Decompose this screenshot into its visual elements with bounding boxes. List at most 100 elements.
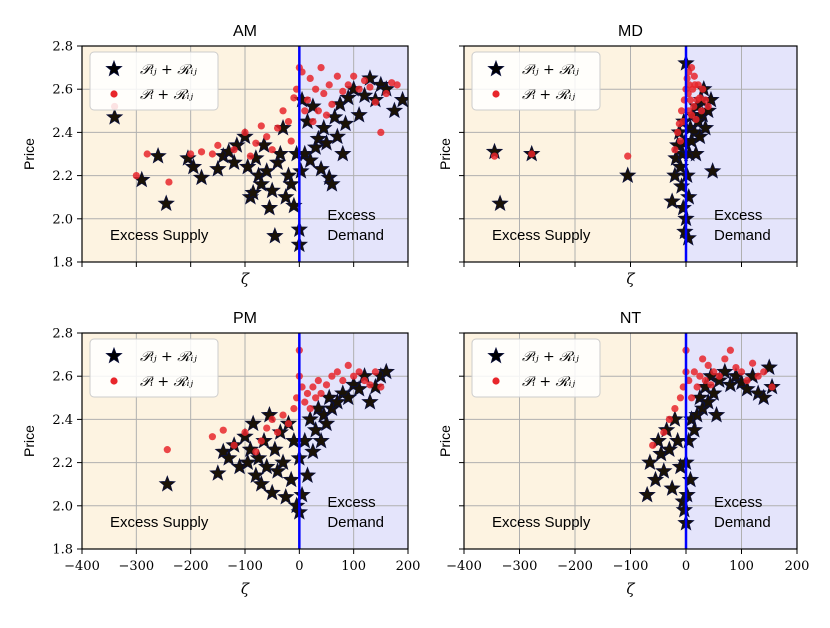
star-marker: [209, 464, 227, 481]
star-marker: [315, 118, 333, 136]
dot-marker: [301, 398, 309, 406]
star-marker: [306, 421, 325, 438]
dot-marker: [768, 383, 776, 391]
star-marker: [282, 175, 300, 192]
dot-marker: [287, 137, 295, 145]
dot-marker: [528, 150, 536, 158]
x-axis-label: ζ: [626, 270, 635, 288]
star-marker: [649, 431, 667, 449]
star-marker: [244, 414, 262, 432]
excess-demand-label-line2: Demand: [714, 514, 771, 531]
star-marker: [241, 440, 260, 458]
x-tick-label: −200: [557, 559, 593, 574]
star-marker: [491, 194, 509, 212]
x-tick-label: −100: [227, 559, 263, 574]
dot-marker: [246, 152, 255, 160]
dot-marker: [754, 372, 762, 380]
dot-marker: [317, 64, 325, 72]
legend-star-marker: [105, 346, 123, 364]
star-marker: [184, 157, 203, 175]
legend-label-dot: 𝒫ᵢ + ℛᵢⱼ: [140, 87, 193, 103]
star-marker: [707, 405, 726, 423]
legend-label-dot: 𝒫ᵢ + ℛᵢⱼ: [140, 374, 193, 390]
dot-marker: [350, 372, 358, 380]
dot-marker: [732, 363, 740, 372]
dot-marker: [252, 448, 260, 456]
star-marker: [249, 449, 268, 466]
dot-marker: [197, 148, 206, 156]
y-tick-label: 2.6: [52, 370, 73, 385]
dot-marker: [230, 146, 238, 154]
legend: 𝒫ᵢⱼ + ℛᵢⱼ 𝒫ᵢ + ℛᵢⱼ: [89, 338, 219, 398]
star-marker: [279, 166, 298, 183]
legend-label-dot: 𝒫ᵢ + ℛᵢⱼ: [522, 374, 575, 390]
excess-demand-label-line2: Demand: [327, 514, 384, 531]
chart-panel-nt: −400 −300 −200 −100 0 100 200 ζ Price NT Excess Su…: [437, 310, 809, 598]
star-marker: [705, 384, 723, 401]
dot-marker: [743, 376, 751, 385]
star-marker: [679, 229, 697, 246]
dot-marker: [760, 368, 768, 376]
x-tick-label: −300: [118, 559, 154, 574]
y-tick-label: 2.8: [52, 327, 73, 342]
star-marker: [355, 86, 374, 104]
star-marker: [619, 166, 637, 183]
y-tick-label: 2.8: [52, 40, 73, 55]
dot-marker: [692, 115, 700, 124]
x-tick-label: 0: [295, 559, 303, 574]
dot-marker: [377, 128, 385, 136]
x-axis-label: ζ: [241, 580, 250, 598]
star-marker: [323, 175, 341, 192]
panel-title: AM: [233, 23, 257, 40]
dot-marker: [355, 368, 363, 376]
star-marker: [266, 226, 284, 244]
legend-dot-marker: [110, 90, 118, 98]
dot-marker: [355, 85, 363, 93]
star-marker: [263, 483, 281, 501]
dot-marker: [279, 411, 287, 419]
star-marker: [716, 362, 734, 380]
data-points: [105, 64, 408, 253]
panel-title: PM: [233, 310, 257, 327]
x-axis-label: ζ: [241, 270, 250, 288]
dot-marker: [694, 81, 702, 89]
excess-demand-label-line2: Demand: [714, 227, 771, 244]
star-marker: [293, 485, 311, 503]
star-marker: [680, 188, 698, 205]
dot-marker: [715, 372, 723, 380]
dot-marker: [268, 415, 276, 423]
x-tick-label: −300: [502, 559, 538, 574]
dot-marker: [322, 111, 331, 119]
dot-marker: [325, 81, 333, 89]
dot-marker: [328, 100, 336, 108]
star-marker: [252, 175, 270, 192]
x-tick-label: 0: [682, 559, 690, 574]
dot-marker: [301, 107, 309, 115]
dot-marker: [333, 72, 341, 80]
dot-marker: [274, 124, 282, 132]
star-marker: [158, 475, 176, 492]
y-tick-label: 2.2: [52, 456, 73, 471]
star-marker: [361, 69, 379, 86]
dot-marker: [274, 428, 282, 436]
star-marker: [312, 159, 330, 177]
star-marker: [304, 442, 322, 460]
dot-marker: [257, 122, 265, 130]
legend-star-marker: [487, 59, 505, 77]
star-marker: [685, 421, 703, 438]
dot-marker: [279, 107, 287, 115]
y-tick-label: 2.4: [52, 126, 73, 141]
dot-marker: [314, 376, 322, 385]
excess-supply-label: Excess Supply: [492, 227, 591, 244]
dot-marker: [707, 381, 715, 389]
dot-marker: [393, 81, 401, 89]
dot-marker: [163, 446, 171, 454]
star-marker: [149, 147, 167, 164]
star-marker: [268, 153, 287, 171]
star-marker: [258, 457, 276, 475]
star-marker: [312, 431, 330, 449]
y-axis-label: Price: [437, 138, 453, 170]
excess-demand-label-line1: Excess: [714, 207, 762, 224]
dot-marker: [328, 372, 336, 380]
